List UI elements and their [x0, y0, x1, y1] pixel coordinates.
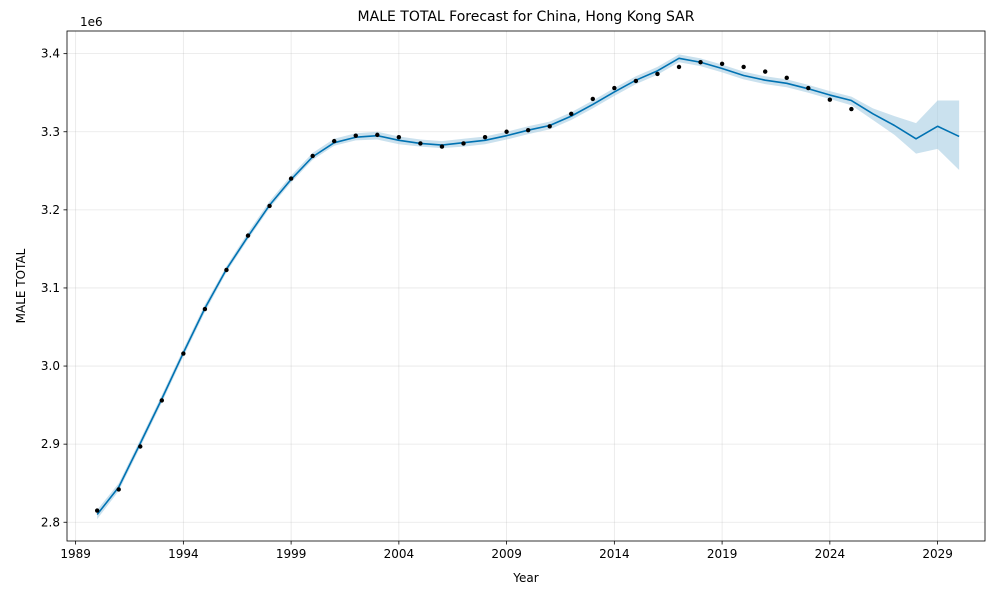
observed-point: [719, 61, 725, 67]
chart-title: MALE TOTAL Forecast for China, Hong Kong…: [358, 9, 695, 25]
x-tick-label: 2014: [599, 547, 630, 561]
x-tick-label: 1989: [60, 547, 91, 561]
x-tick-label: 2004: [384, 547, 415, 561]
observed-point: [461, 141, 466, 146]
observed-point: [655, 71, 660, 77]
y-tick-label: 3.2: [41, 203, 60, 217]
observed-point: [396, 135, 402, 140]
observed-point: [827, 97, 833, 102]
observed-point: [375, 132, 380, 138]
observed-point: [267, 203, 272, 209]
observed-point: [245, 233, 251, 238]
x-axis-ticks: 1989 1994 1999 2004 2009 2014 2019 2024 2029: [60, 541, 953, 561]
observed-point: [418, 141, 423, 146]
observed-point: [288, 176, 294, 181]
y-tick-label: 3.3: [41, 125, 60, 139]
observed-point: [741, 64, 746, 70]
observed-series: [94, 60, 854, 513]
y-tick-label: 2.9: [41, 437, 60, 451]
observed-point: [159, 398, 165, 403]
y-axis-ticks: 2.8 2.9 3.0 3.1 3.2 3.3 3.4: [41, 47, 67, 529]
observed-point: [116, 487, 121, 492]
y-axis-label: MALE TOTAL: [14, 248, 28, 323]
observed-point: [138, 444, 143, 449]
observed-point: [784, 75, 789, 81]
observed-point: [633, 78, 639, 84]
observed-point: [849, 106, 854, 112]
x-tick-label: 2024: [815, 547, 846, 561]
x-tick-label: 2019: [707, 547, 738, 561]
x-tick-label: 1994: [168, 547, 199, 561]
x-tick-label: 2029: [922, 547, 953, 561]
observed-point: [181, 351, 186, 356]
observed-point: [310, 153, 315, 159]
observed-point: [224, 267, 229, 273]
observed-point: [590, 96, 596, 102]
grid-lines: [67, 31, 985, 541]
y-tick-label: 3.0: [41, 359, 60, 373]
observed-point: [353, 133, 358, 138]
observed-point: [504, 129, 509, 134]
observed-point: [698, 60, 703, 65]
observed-point: [482, 135, 488, 140]
observed-point: [202, 306, 208, 312]
observed-point: [439, 144, 445, 149]
observed-point: [676, 64, 682, 70]
observed-point: [525, 127, 531, 133]
x-tick-label: 2009: [491, 547, 522, 561]
y-tick-label: 3.1: [41, 281, 60, 295]
observed-point: [806, 85, 811, 91]
observed-point: [332, 138, 337, 144]
observed-point: [569, 111, 574, 116]
observed-point: [94, 508, 100, 513]
y-offset-label: 1e6: [80, 15, 103, 29]
plot-frame: [66, 30, 986, 542]
observed-point: [547, 124, 552, 129]
x-axis-label: Year: [512, 571, 538, 585]
observed-point: [612, 85, 617, 91]
observed-point: [762, 69, 768, 74]
x-tick-label: 1999: [276, 547, 307, 561]
y-tick-label: 2.8: [41, 515, 60, 529]
y-tick-label: 3.4: [41, 47, 60, 61]
